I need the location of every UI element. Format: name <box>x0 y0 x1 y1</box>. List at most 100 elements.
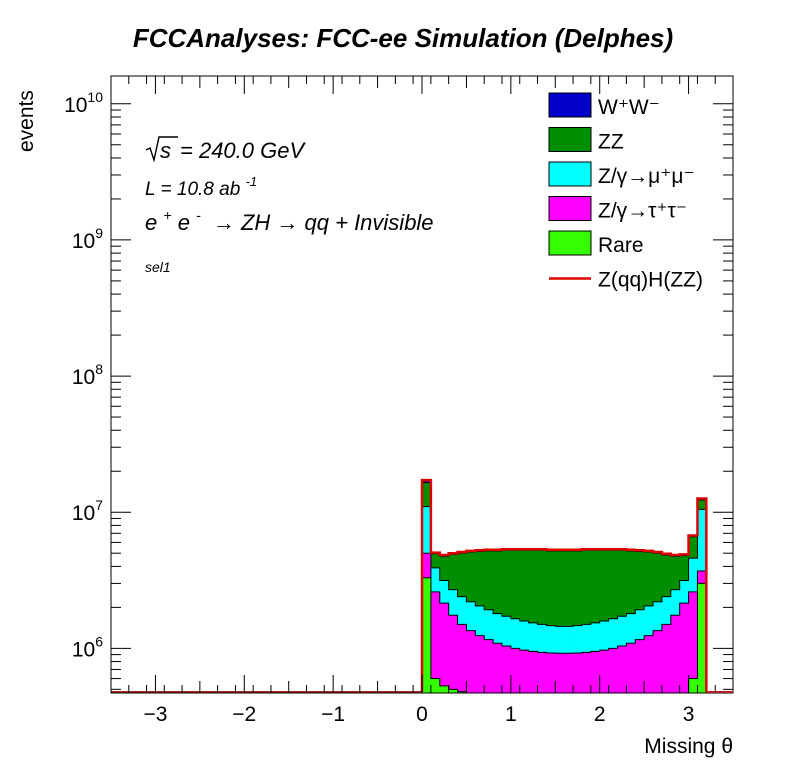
energy-text: = 240.0 GeV <box>180 138 306 163</box>
bar <box>537 652 547 693</box>
x-tick-label: −3 <box>143 703 167 726</box>
bar <box>644 635 654 693</box>
x-tick-label: 1 <box>505 703 517 726</box>
legend-label: Z/γ→τ⁺τ⁻ <box>598 200 687 223</box>
bar <box>546 652 556 693</box>
bar <box>457 691 467 693</box>
legend-entry: Rare <box>548 230 644 257</box>
y-tick-label: 108 <box>72 361 103 389</box>
y-tick-exp: 8 <box>95 361 103 377</box>
legend-entry: Z/γ→μ⁺μ⁻ <box>548 161 695 188</box>
process-text: e + e - → ZH → qq + Invisible <box>145 200 434 235</box>
bar <box>555 550 565 693</box>
bar <box>564 653 574 693</box>
lumi-main: L = 10.8 ab <box>145 179 240 200</box>
stack-area <box>421 480 707 694</box>
sqrt-s-text: s <box>160 138 171 163</box>
y-tick-base: 10 <box>64 94 87 117</box>
bar <box>573 550 583 693</box>
bar <box>670 615 681 693</box>
bar <box>430 678 441 693</box>
legend-entry: Z(qq)H(ZZ) <box>549 269 703 292</box>
lumi-exponent: -1 <box>246 174 258 189</box>
x-axis-label: Missing θ <box>644 735 733 758</box>
bar <box>475 635 485 693</box>
legend-label: W⁺W⁻ <box>598 96 660 119</box>
x-tick-label: −2 <box>232 703 256 726</box>
bar <box>493 643 503 693</box>
bar <box>546 550 556 693</box>
bar <box>501 646 512 693</box>
bar <box>599 650 609 693</box>
series-outline <box>421 552 707 693</box>
y-axis-label: events <box>15 90 38 152</box>
process-sup2: - <box>196 207 201 223</box>
y-tick-exp: 6 <box>95 633 103 649</box>
bar <box>653 630 663 693</box>
bar <box>608 648 618 693</box>
bar <box>439 603 450 693</box>
process-e1: e <box>145 210 157 235</box>
y-tick-label: 107 <box>72 497 103 525</box>
legend-swatch <box>548 127 592 152</box>
bar <box>537 550 547 693</box>
legend-label: Z(qq)H(ZZ) <box>598 269 703 292</box>
legend-label: ZZ <box>598 131 624 154</box>
x-tick-label: −1 <box>321 703 345 726</box>
y-tick-label: 106 <box>72 633 103 661</box>
bar <box>626 643 636 693</box>
bar <box>697 583 707 693</box>
lumi-text: L = 10.8 ab -1 <box>145 174 257 200</box>
legend: W⁺W⁻ ZZ Z/γ→μ⁺μ⁻ Z/γ→τ⁺τ⁻ Rare Z(qq)H(ZZ) <box>548 92 703 292</box>
bar <box>519 650 530 693</box>
legend-swatch <box>548 161 592 187</box>
series-outline <box>421 506 707 693</box>
bar <box>510 648 521 693</box>
legend-swatch <box>548 196 592 221</box>
y-tick-exp: 10 <box>87 89 103 105</box>
bar <box>466 630 476 693</box>
chart-title: FCCAnalyses: FCC-ee Simulation (Delphes) <box>133 23 673 53</box>
legend-swatch <box>548 92 592 118</box>
bar <box>448 615 458 693</box>
bar <box>439 685 450 693</box>
bar <box>573 652 583 693</box>
x-tick-label: 2 <box>594 703 606 726</box>
x-tick-label: 3 <box>683 703 695 726</box>
process-sup1: + <box>163 207 171 223</box>
y-tick-base: 10 <box>72 230 95 253</box>
process-rest: → ZH → qq + Invisible <box>213 210 434 235</box>
x-tick-label: 0 <box>416 703 428 726</box>
annotation-block: s = 240.0 GeV L = 10.8 ab -1 e + e - → Z… <box>145 136 434 275</box>
y-tick-label: 1010 <box>64 89 103 117</box>
legend-entry: Z/γ→τ⁺τ⁻ <box>548 196 687 223</box>
legend-entry: W⁺W⁻ <box>548 92 660 119</box>
legend-entry: ZZ <box>548 127 624 154</box>
bar <box>430 591 441 693</box>
bar <box>448 689 458 693</box>
bar <box>528 550 538 693</box>
bar <box>555 653 565 693</box>
bar <box>590 550 601 693</box>
bar <box>661 624 672 693</box>
bar <box>688 678 698 693</box>
y-tick-exp: 7 <box>95 497 103 513</box>
bar <box>679 603 689 693</box>
process-e2: e <box>178 210 190 235</box>
y-tick-base: 10 <box>72 638 95 661</box>
bar <box>590 651 601 693</box>
x-axis-ticks: −3 −2 −1 0 1 2 3 <box>110 76 734 726</box>
bar <box>635 639 645 693</box>
y-tick-base: 10 <box>72 366 95 389</box>
bar <box>581 652 592 693</box>
bar <box>484 639 494 693</box>
bar <box>688 591 698 693</box>
y-tick-base: 10 <box>72 502 95 525</box>
legend-swatch <box>548 230 592 256</box>
bar <box>564 550 574 693</box>
bar <box>617 646 627 693</box>
sqrt-symbol <box>145 136 178 163</box>
y-tick-exp: 9 <box>95 225 103 241</box>
